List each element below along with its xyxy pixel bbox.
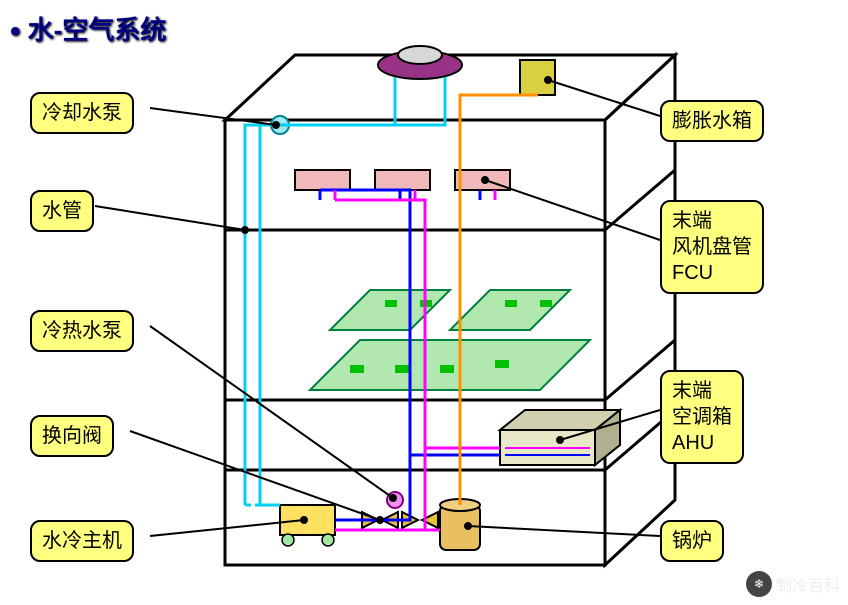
watermark: ❄ 制冷百科: [746, 571, 840, 597]
label-text: 冷热水泵: [42, 320, 122, 342]
label-text: 水冷主机: [42, 530, 122, 552]
label-pipe: 水管: [30, 190, 94, 232]
label-exp-tank: 膨胀水箱: [660, 100, 764, 142]
watermark-text: 制冷百科: [776, 572, 840, 596]
label-text: 末端 空调箱 AHU: [672, 380, 732, 454]
label-text: 水管: [42, 200, 82, 222]
boiler-icon: [440, 499, 480, 550]
label-boiler: 锅炉: [660, 520, 724, 562]
label-chw-pump: 冷热水泵: [30, 310, 134, 352]
label-valve: 换向阀: [30, 415, 114, 457]
diagram-svg: [0, 0, 848, 605]
label-fcu: 末端 风机盘管 FCU: [660, 200, 764, 294]
label-text: 末端 风机盘管 FCU: [672, 210, 752, 284]
label-text: 换向阀: [42, 425, 102, 447]
label-text: 锅炉: [672, 530, 712, 552]
chiller-icon: [280, 505, 335, 546]
roof-fan-icon: [378, 46, 462, 79]
label-ahu: 末端 空调箱 AHU: [660, 370, 744, 464]
fcu-row: [295, 170, 510, 190]
label-cooling-pump: 冷却水泵: [30, 92, 134, 134]
label-text: 冷却水泵: [42, 102, 122, 124]
label-chiller: 水冷主机: [30, 520, 134, 562]
watermark-icon: ❄: [746, 571, 772, 597]
label-text: 膨胀水箱: [672, 110, 752, 132]
